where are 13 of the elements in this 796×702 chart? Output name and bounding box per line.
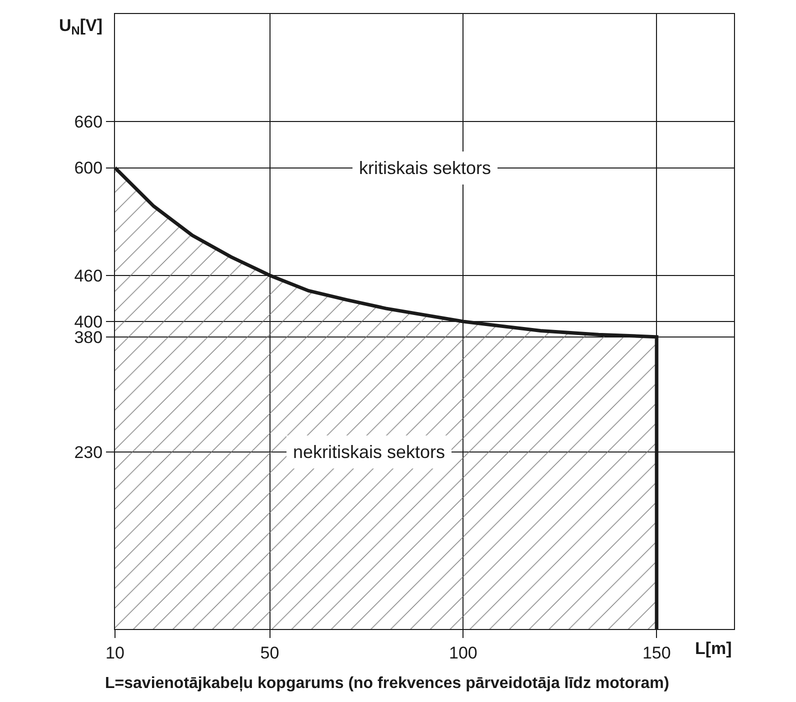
y-tick-label: 230 — [74, 443, 103, 462]
x-tick-label: 150 — [642, 643, 671, 662]
y-axis-title: U$_{N}$[V] — [59, 16, 103, 38]
x-axis-title: L[m] — [695, 639, 732, 658]
x-tick-label: 50 — [260, 643, 280, 662]
y-tick-label: 660 — [74, 112, 103, 132]
annotation: kritiskais sektors — [359, 158, 492, 178]
x-tick-label: 10 — [106, 643, 124, 662]
text: L=savienotājkabeļu kopgarums (no frekvences pārveidotāja līdz motoram) — [105, 675, 670, 692]
y-tick-label: 600 — [74, 158, 103, 178]
y-tick-label: 460 — [74, 266, 103, 286]
x-tick-label: 100 — [449, 643, 478, 662]
annotation: nekritiskais sektors — [293, 442, 446, 462]
